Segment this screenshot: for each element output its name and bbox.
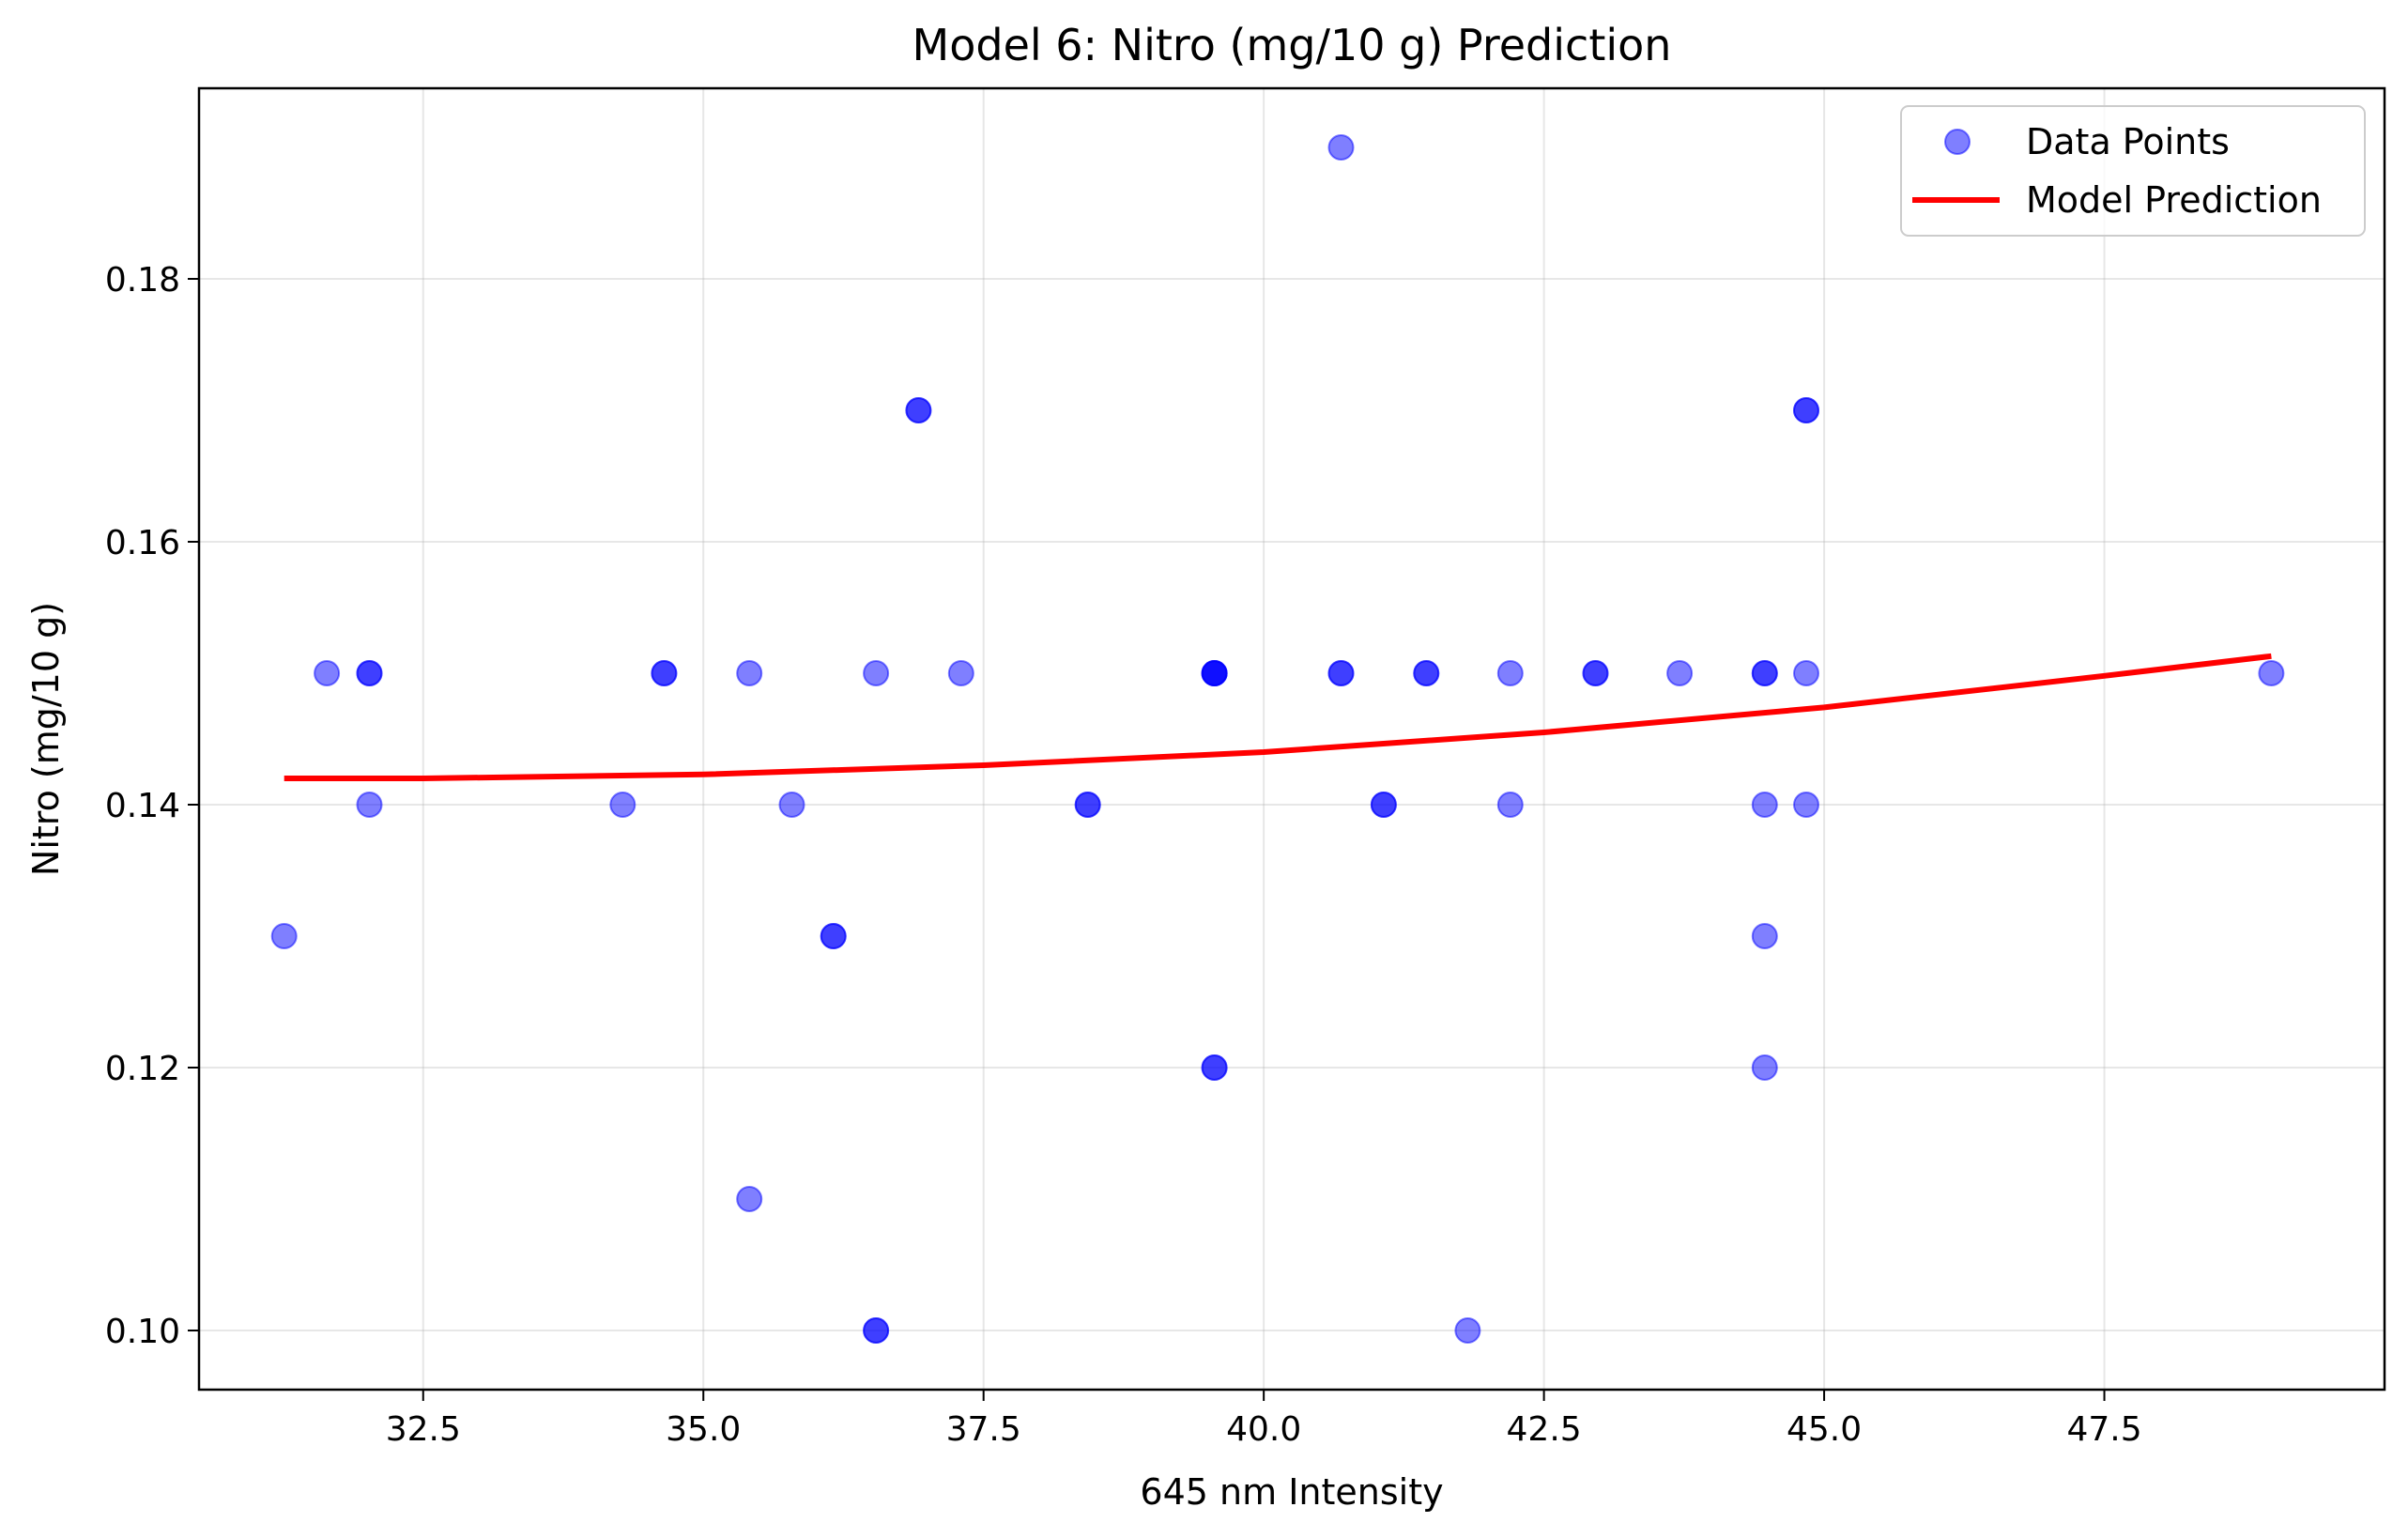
data-point — [1496, 660, 1524, 686]
legend-data-points-marker — [1944, 129, 1971, 155]
y-tick-label: 0.12 — [105, 1050, 180, 1088]
points-layer — [270, 134, 2285, 1344]
x-tick-label: 40.0 — [1226, 1410, 1301, 1449]
data-point — [1793, 660, 1819, 686]
data-point — [1201, 660, 1228, 686]
data-point — [270, 923, 298, 949]
legend-model-prediction-label: Model Prediction — [2026, 179, 2322, 221]
data-point — [1751, 792, 1778, 818]
data-point — [863, 1317, 890, 1344]
x-tick-label: 37.5 — [946, 1410, 1021, 1449]
y-tick-label: 0.18 — [105, 261, 180, 300]
legend: Data Points Model Prediction — [1900, 105, 2366, 237]
data-point — [2258, 660, 2285, 686]
data-point — [1201, 1054, 1228, 1081]
data-point — [736, 660, 763, 686]
y-tick-label: 0.14 — [105, 787, 180, 825]
plot-frame — [197, 86, 2386, 1392]
data-point — [609, 792, 637, 818]
data-point — [356, 660, 383, 686]
data-point — [1582, 660, 1609, 686]
x-tick-label: 45.0 — [1787, 1410, 1862, 1449]
data-point — [1751, 923, 1778, 949]
x-tick-label: 32.5 — [386, 1410, 461, 1449]
x-tick-label: 47.5 — [2066, 1410, 2141, 1449]
grid — [199, 88, 2385, 1390]
line-layer — [284, 653, 2272, 781]
data-point — [736, 1186, 763, 1212]
data-point — [1327, 134, 1355, 161]
ticks: 32.5 35.0 37.5 40.0 42.5 45.0 47.5 0.10 0.12 0.14… — [105, 261, 2142, 1449]
data-point — [1666, 660, 1694, 686]
data-point — [651, 660, 678, 686]
legend-frame — [1900, 105, 2366, 237]
legend-data-points-label: Data Points — [2026, 121, 2230, 162]
data-point — [778, 792, 805, 818]
data-point — [1793, 397, 1819, 423]
data-point — [820, 923, 847, 949]
x-axis-label: 645 nm Intensity — [1140, 1471, 1443, 1513]
y-axis-label: Nitro (mg/10 g) — [25, 602, 67, 876]
data-point — [1751, 660, 1778, 686]
data-point — [1074, 792, 1101, 818]
model-prediction-line — [284, 653, 2272, 781]
x-tick-label: 42.5 — [1507, 1410, 1582, 1449]
x-tick-label: 35.0 — [666, 1410, 741, 1449]
data-point — [905, 397, 932, 423]
data-point — [947, 660, 974, 686]
data-point — [1496, 792, 1524, 818]
data-point — [1370, 792, 1397, 818]
data-point — [1413, 660, 1440, 686]
data-point — [863, 660, 890, 686]
data-point — [314, 660, 341, 686]
data-point — [1454, 1317, 1481, 1344]
chart-title: Model 6: Nitro (mg/10 g) Prediction — [913, 20, 1672, 70]
y-tick-label: 0.10 — [105, 1313, 180, 1351]
data-point — [1327, 660, 1355, 686]
data-point — [1793, 792, 1819, 818]
y-tick-label: 0.16 — [105, 524, 180, 562]
data-point — [356, 792, 383, 818]
data-point — [1751, 1054, 1778, 1081]
